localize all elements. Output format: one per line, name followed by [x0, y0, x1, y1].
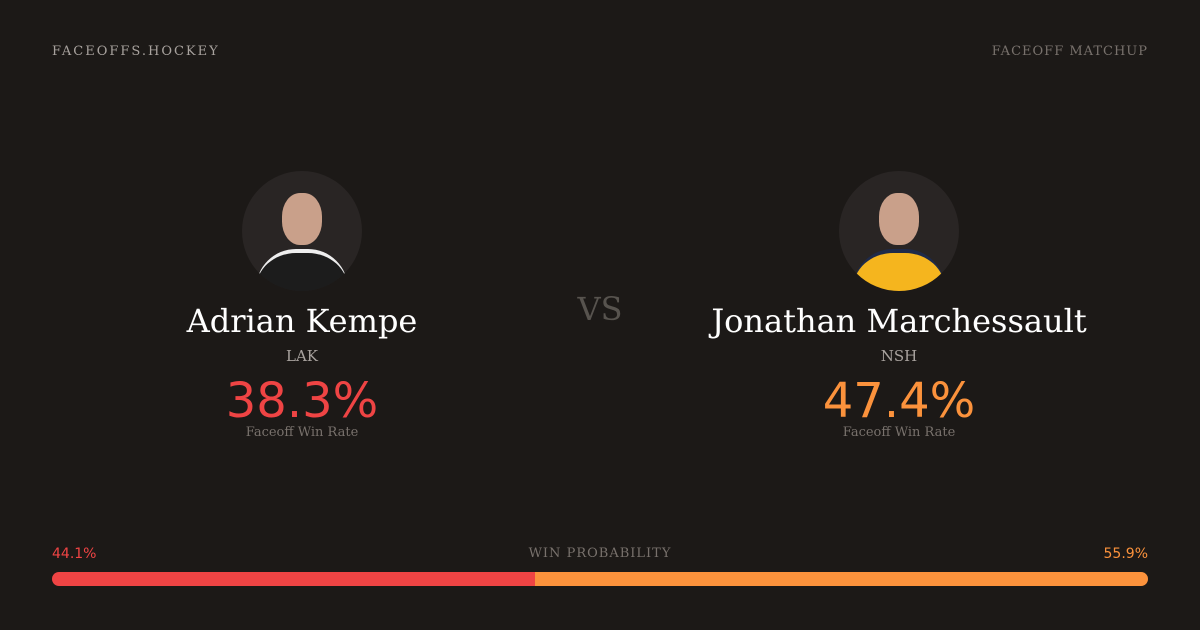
player-avatar: [839, 171, 959, 291]
faceoff-label: Faceoff Win Rate: [245, 425, 359, 440]
win-prob-right-segment: [535, 572, 1148, 586]
player-card-left: Adrian Kempe LAK 38.3% Faceoff Win Rate: [52, 171, 552, 440]
faceoff-pct: 38.3%: [225, 373, 379, 429]
player-team: NSH: [880, 347, 918, 365]
win-prob-label: WIN PROBABILITY: [528, 546, 672, 561]
vs-label: VS: [577, 290, 623, 328]
win-prob-left: 44.1%: [52, 546, 97, 562]
win-prob-left-segment: [52, 572, 536, 586]
player-card-right: Jonathan Marchessault NSH 47.4% Faceoff …: [649, 171, 1149, 440]
page-tag: FACEOFF MATCHUP: [991, 44, 1148, 59]
faceoff-label: Faceoff Win Rate: [842, 425, 956, 440]
brand-logo-text: FACEOFFS.HOCKEY: [52, 44, 220, 59]
win-probability-bar: [52, 572, 1148, 586]
win-prob-right: 55.9%: [1103, 546, 1148, 562]
player-avatar: [242, 171, 362, 291]
player-team: LAK: [286, 347, 318, 365]
player-name: Jonathan Marchessault: [711, 302, 1087, 340]
faceoff-pct: 47.4%: [822, 373, 976, 429]
player-name: Adrian Kempe: [186, 302, 418, 340]
